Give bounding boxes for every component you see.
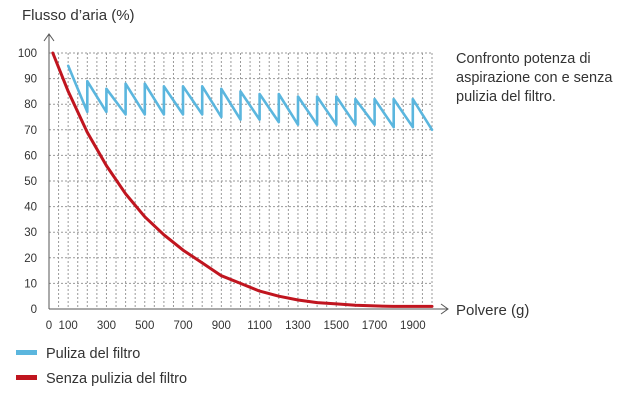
y-tick-label: 90	[24, 74, 37, 86]
x-tick-label: 1700	[362, 320, 388, 332]
x-axis-label: Polvere (g)	[456, 302, 529, 319]
series-line-senza-pulizia	[51, 51, 434, 308]
y-tick-label: 0	[31, 304, 37, 316]
legend: Puliza del filtro Senza pulizia del filtr…	[16, 346, 187, 387]
x-tick-label: 900	[212, 320, 231, 332]
x-tick-label: 1100	[247, 320, 272, 332]
x-tick-label: 100	[59, 320, 78, 332]
legend-label: Senza pulizia del filtro	[46, 371, 187, 387]
y-tick-label: 70	[24, 125, 37, 137]
x-tick-label: 500	[135, 320, 154, 332]
x-tick-label: 0	[46, 320, 52, 332]
annotation-text: Confronto potenza di aspirazione con e s…	[456, 51, 613, 105]
y-tick-label: 20	[24, 253, 37, 265]
x-tick-label: 1900	[400, 320, 426, 332]
x-tick-label: 300	[97, 320, 116, 332]
tick-labels: 0 10 20 30 40 50 60 70 80 90 100 0 100 300 500 700 900 11…	[18, 48, 426, 332]
y-tick-label: 40	[24, 202, 37, 214]
x-tick-label: 1500	[323, 320, 349, 332]
y-tick-label: 60	[24, 150, 37, 162]
x-axis-arrow	[440, 303, 449, 315]
y-tick-label: 10	[24, 278, 37, 290]
series-line-pulizia	[66, 64, 434, 132]
legend-label: Puliza del filtro	[46, 346, 140, 362]
grid	[49, 52, 433, 309]
legend-swatch	[16, 375, 37, 380]
legend-swatch	[16, 350, 37, 355]
y-tick-label: 100	[18, 48, 37, 60]
y-axis-arrow	[43, 33, 55, 42]
x-tick-label: 1300	[285, 320, 311, 332]
y-tick-label: 80	[24, 99, 37, 111]
y-tick-label: 50	[24, 176, 37, 188]
axes	[43, 33, 449, 315]
y-tick-label: 30	[24, 227, 37, 239]
plot-area	[51, 51, 434, 308]
y-axis-label: Flusso d’aria (%)	[22, 7, 135, 24]
x-tick-label: 700	[173, 320, 192, 332]
